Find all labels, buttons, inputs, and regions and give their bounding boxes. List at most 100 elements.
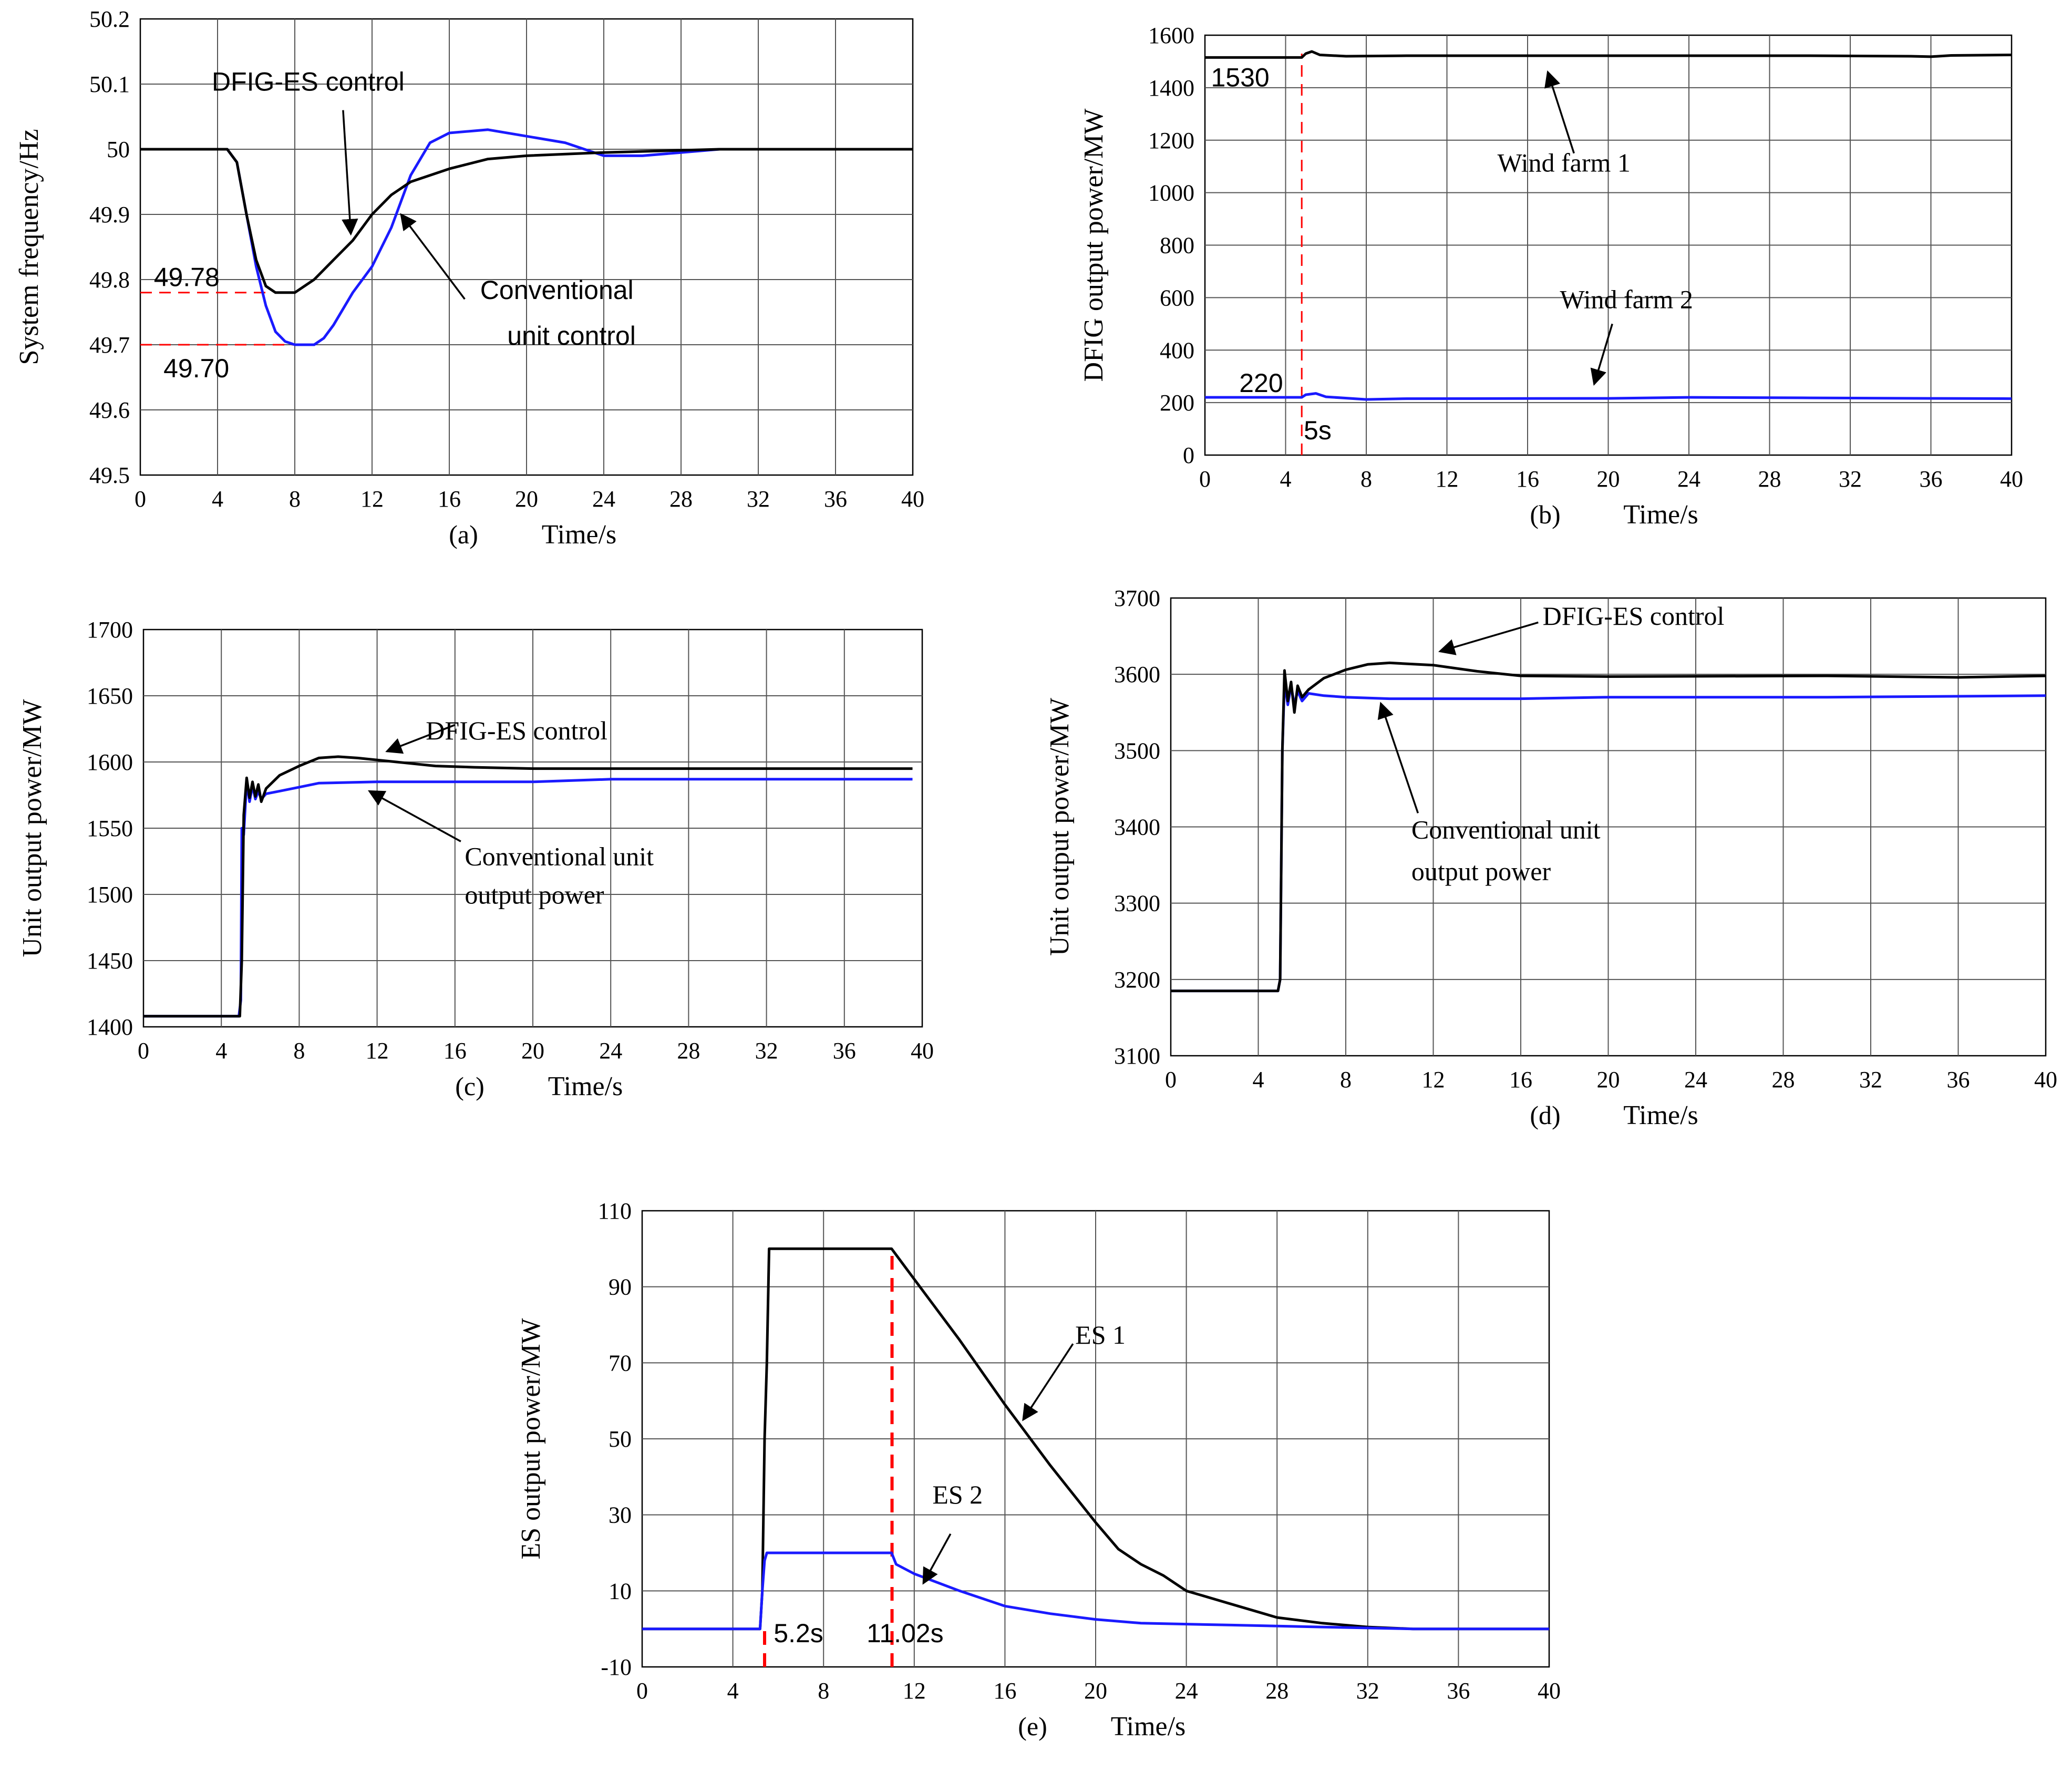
y-tick-label: 1650 (87, 683, 133, 709)
x-tick-label: 4 (727, 1678, 739, 1704)
y-tick-label: 49.5 (89, 462, 130, 488)
annotation-text: Conventional (480, 275, 634, 305)
y-tick-label: 70 (609, 1350, 632, 1376)
y-tick-label: 1600 (87, 749, 133, 775)
annotation-text: 220 (1239, 368, 1283, 398)
y-tick-label: 3300 (1114, 891, 1160, 916)
x-tick-label: 20 (521, 1038, 544, 1064)
panel-label: (e) (1018, 1712, 1047, 1741)
x-tick-label: 32 (1839, 466, 1862, 492)
x-tick-label: 0 (1199, 466, 1211, 492)
annotation-arrow (368, 790, 461, 842)
panel-c: 0 4 8 12 16 20 24 28 32 36 40 1400 1450 1500 1550 1600 1… (17, 617, 934, 1101)
y-tick-label: 50.2 (89, 6, 130, 32)
annotation-text: DFIG-ES control (212, 67, 405, 96)
y-tick-label: 1700 (87, 617, 133, 643)
annotation-text: ES 1 (1075, 1320, 1126, 1349)
y-tick-label: -10 (601, 1654, 632, 1680)
x-axis-title: Time/s (542, 520, 617, 550)
y-tick-label: 3400 (1114, 815, 1160, 840)
annotation-arrow (1590, 323, 1613, 386)
panel-label: (d) (1530, 1100, 1560, 1130)
y-tick-label: 49.6 (89, 397, 130, 423)
y-tick-label: 200 (1160, 390, 1194, 416)
x-axis-title: Time/s (548, 1072, 623, 1101)
x-tick-label: 24 (1684, 1067, 1707, 1093)
y-axis-title: System frequency/Hz (14, 129, 44, 365)
panel-label: (b) (1530, 500, 1560, 529)
x-tick-label: 0 (135, 486, 146, 512)
y-tick-label: 49.8 (89, 267, 130, 293)
series-line-es-1 (642, 1247, 1549, 1631)
x-tick-label: 8 (1340, 1067, 1352, 1093)
y-tick-label: 1500 (87, 882, 133, 908)
y-axis-title: Unit output power/MW (1045, 698, 1075, 956)
x-tick-label: 32 (747, 486, 770, 512)
y-tick-label: 110 (598, 1198, 632, 1224)
y-tick-label: 1450 (87, 948, 133, 974)
y-tick-label: 0 (1183, 442, 1194, 468)
x-tick-label: 16 (993, 1678, 1016, 1704)
annotation-text: DFIG-ES control (426, 716, 607, 745)
x-tick-label: 28 (1265, 1678, 1288, 1704)
x-tick-label: 40 (1538, 1678, 1561, 1704)
annotation-text: output power (465, 880, 604, 910)
x-tick-label: 8 (1360, 466, 1372, 492)
annotation-text: 5s (1304, 416, 1332, 445)
x-tick-label: 12 (903, 1678, 926, 1704)
x-tick-label: 4 (212, 486, 223, 512)
y-tick-label: 50 (107, 137, 130, 162)
annotation-arrow (1544, 70, 1575, 154)
annotation-text: Wind farm 2 (1560, 284, 1693, 314)
x-tick-label: 20 (1597, 1067, 1620, 1093)
y-tick-label: 30 (609, 1502, 632, 1528)
panel-e: 0 4 8 12 16 20 24 28 32 36 40 -10 10 30 50 70 90 110 ES 1 E… (516, 1198, 1561, 1742)
x-tick-label: 20 (515, 486, 538, 512)
panel-a: 0 4 8 12 16 20 24 28 32 36 40 49.5 49.6 49.7 49.8 49.9 5… (14, 6, 924, 550)
annotation-arrow (385, 724, 456, 754)
series-line-dfig-es-control (143, 755, 913, 1018)
x-tick-label: 12 (366, 1038, 389, 1064)
panel-label: (c) (455, 1072, 485, 1101)
x-tick-label: 40 (2034, 1067, 2057, 1093)
x-tick-label: 16 (1509, 1067, 1532, 1093)
x-tick-label: 28 (1772, 1067, 1795, 1093)
annotation-text: 11.02s (867, 1619, 943, 1648)
x-tick-label: 32 (755, 1038, 778, 1064)
y-tick-label: 800 (1160, 233, 1194, 259)
x-tick-label: 28 (677, 1038, 700, 1064)
y-tick-label: 3200 (1114, 967, 1160, 993)
series-line-conventional-unit-control (140, 128, 913, 346)
x-tick-label: 0 (138, 1038, 149, 1064)
series-line-dfig-es-control (1171, 661, 2046, 993)
annotation-text: 49.70 (163, 354, 229, 383)
x-tick-label: 4 (1280, 466, 1292, 492)
x-tick-label: 36 (824, 486, 847, 512)
x-tick-label: 24 (592, 486, 615, 512)
x-tick-label: 24 (1175, 1678, 1198, 1704)
annotation-text: 5.2s (774, 1619, 823, 1648)
y-tick-label: 10 (609, 1578, 632, 1604)
x-tick-label: 20 (1084, 1678, 1107, 1704)
x-tick-label: 36 (1947, 1067, 1970, 1093)
panel-label: (a) (449, 520, 478, 549)
y-axis-title: Unit output power/MW (17, 699, 47, 957)
annotation-text: 1530 (1211, 63, 1270, 92)
annotation-text: Wind farm 1 (1497, 148, 1630, 178)
annotation-text: Conventional unit (1411, 815, 1601, 844)
y-tick-label: 49.7 (89, 332, 130, 358)
y-tick-label: 1600 (1148, 23, 1194, 48)
x-tick-label: 28 (1758, 466, 1781, 492)
y-tick-label: 3700 (1114, 585, 1160, 611)
x-tick-label: 28 (669, 486, 693, 512)
x-axis-title: Time/s (1623, 1100, 1698, 1130)
x-tick-label: 36 (1920, 466, 1943, 492)
y-tick-label: 3500 (1114, 738, 1160, 764)
annotation-arrow (1022, 1343, 1074, 1421)
annotation-arrow (342, 110, 358, 236)
y-tick-label: 1400 (1148, 75, 1194, 101)
x-tick-label: 16 (1516, 466, 1539, 492)
x-tick-label: 12 (1422, 1067, 1445, 1093)
x-tick-label: 32 (1859, 1067, 1882, 1093)
